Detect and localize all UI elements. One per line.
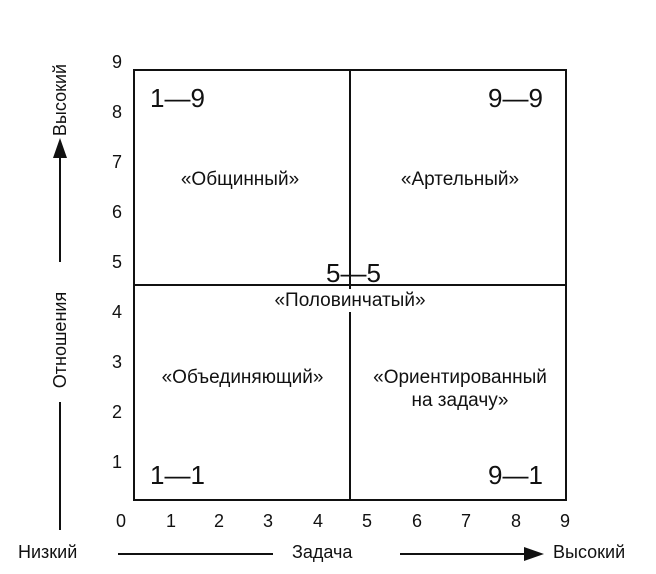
x-tick-8: 8: [510, 511, 521, 531]
style-top-left: «Общинный»: [180, 169, 300, 190]
x-axis-arrow-head-icon: [524, 547, 544, 561]
x-tick-7: 7: [460, 511, 471, 531]
y-tick-5: 5: [111, 252, 122, 272]
code-top-right: 9—9: [488, 83, 543, 113]
x-tick-9: 9: [559, 511, 570, 531]
x-axis-left-line: [118, 553, 273, 555]
code-bottom-left: 1—1: [150, 460, 205, 490]
y-tick-7: 7: [111, 152, 122, 172]
y-tick-9: 9: [111, 52, 122, 72]
y-tick-3: 3: [111, 352, 122, 372]
style-center: «Половинчатый»: [240, 289, 460, 312]
code-top-left: 1—9: [150, 83, 205, 113]
y-axis-title: Отношения: [50, 291, 70, 389]
x-tick-6: 6: [411, 511, 422, 531]
y-axis-arrow-head-icon: [53, 138, 67, 158]
style-bottom-left: «Объединяющий»: [161, 367, 324, 388]
x-axis-high-label: Высокий: [553, 542, 626, 562]
style-bottom-right-line1: «Ориентированный: [373, 367, 547, 388]
vertical-divider: [349, 69, 351, 501]
y-tick-6: 6: [111, 202, 122, 222]
x-tick-5: 5: [361, 511, 372, 531]
x-tick-0: 0: [115, 511, 126, 531]
y-tick-1: 1: [111, 452, 122, 472]
x-tick-2: 2: [213, 511, 224, 531]
y-tick-8: 8: [111, 102, 122, 122]
code-center: 5—5: [326, 258, 381, 288]
x-tick-1: 1: [165, 511, 176, 531]
x-tick-4: 4: [312, 511, 323, 531]
y-axis-arrow-shaft: [59, 156, 61, 262]
y-axis-high-label: Высокий: [50, 63, 70, 137]
style-bottom-right-line2: на задачу»: [411, 390, 509, 411]
style-top-right: «Артельный»: [400, 169, 520, 190]
x-axis-arrow-shaft: [400, 553, 526, 555]
y-axis-lower-line: [59, 402, 61, 530]
y-tick-4: 4: [111, 302, 122, 322]
x-axis-low-label: Низкий: [18, 542, 78, 562]
y-tick-2: 2: [111, 402, 122, 422]
code-bottom-right: 9—1: [488, 460, 543, 490]
x-tick-3: 3: [262, 511, 273, 531]
style-bottom-right: «Ориентированный на задачу»: [355, 366, 565, 412]
x-axis-title: Задача: [292, 542, 353, 562]
